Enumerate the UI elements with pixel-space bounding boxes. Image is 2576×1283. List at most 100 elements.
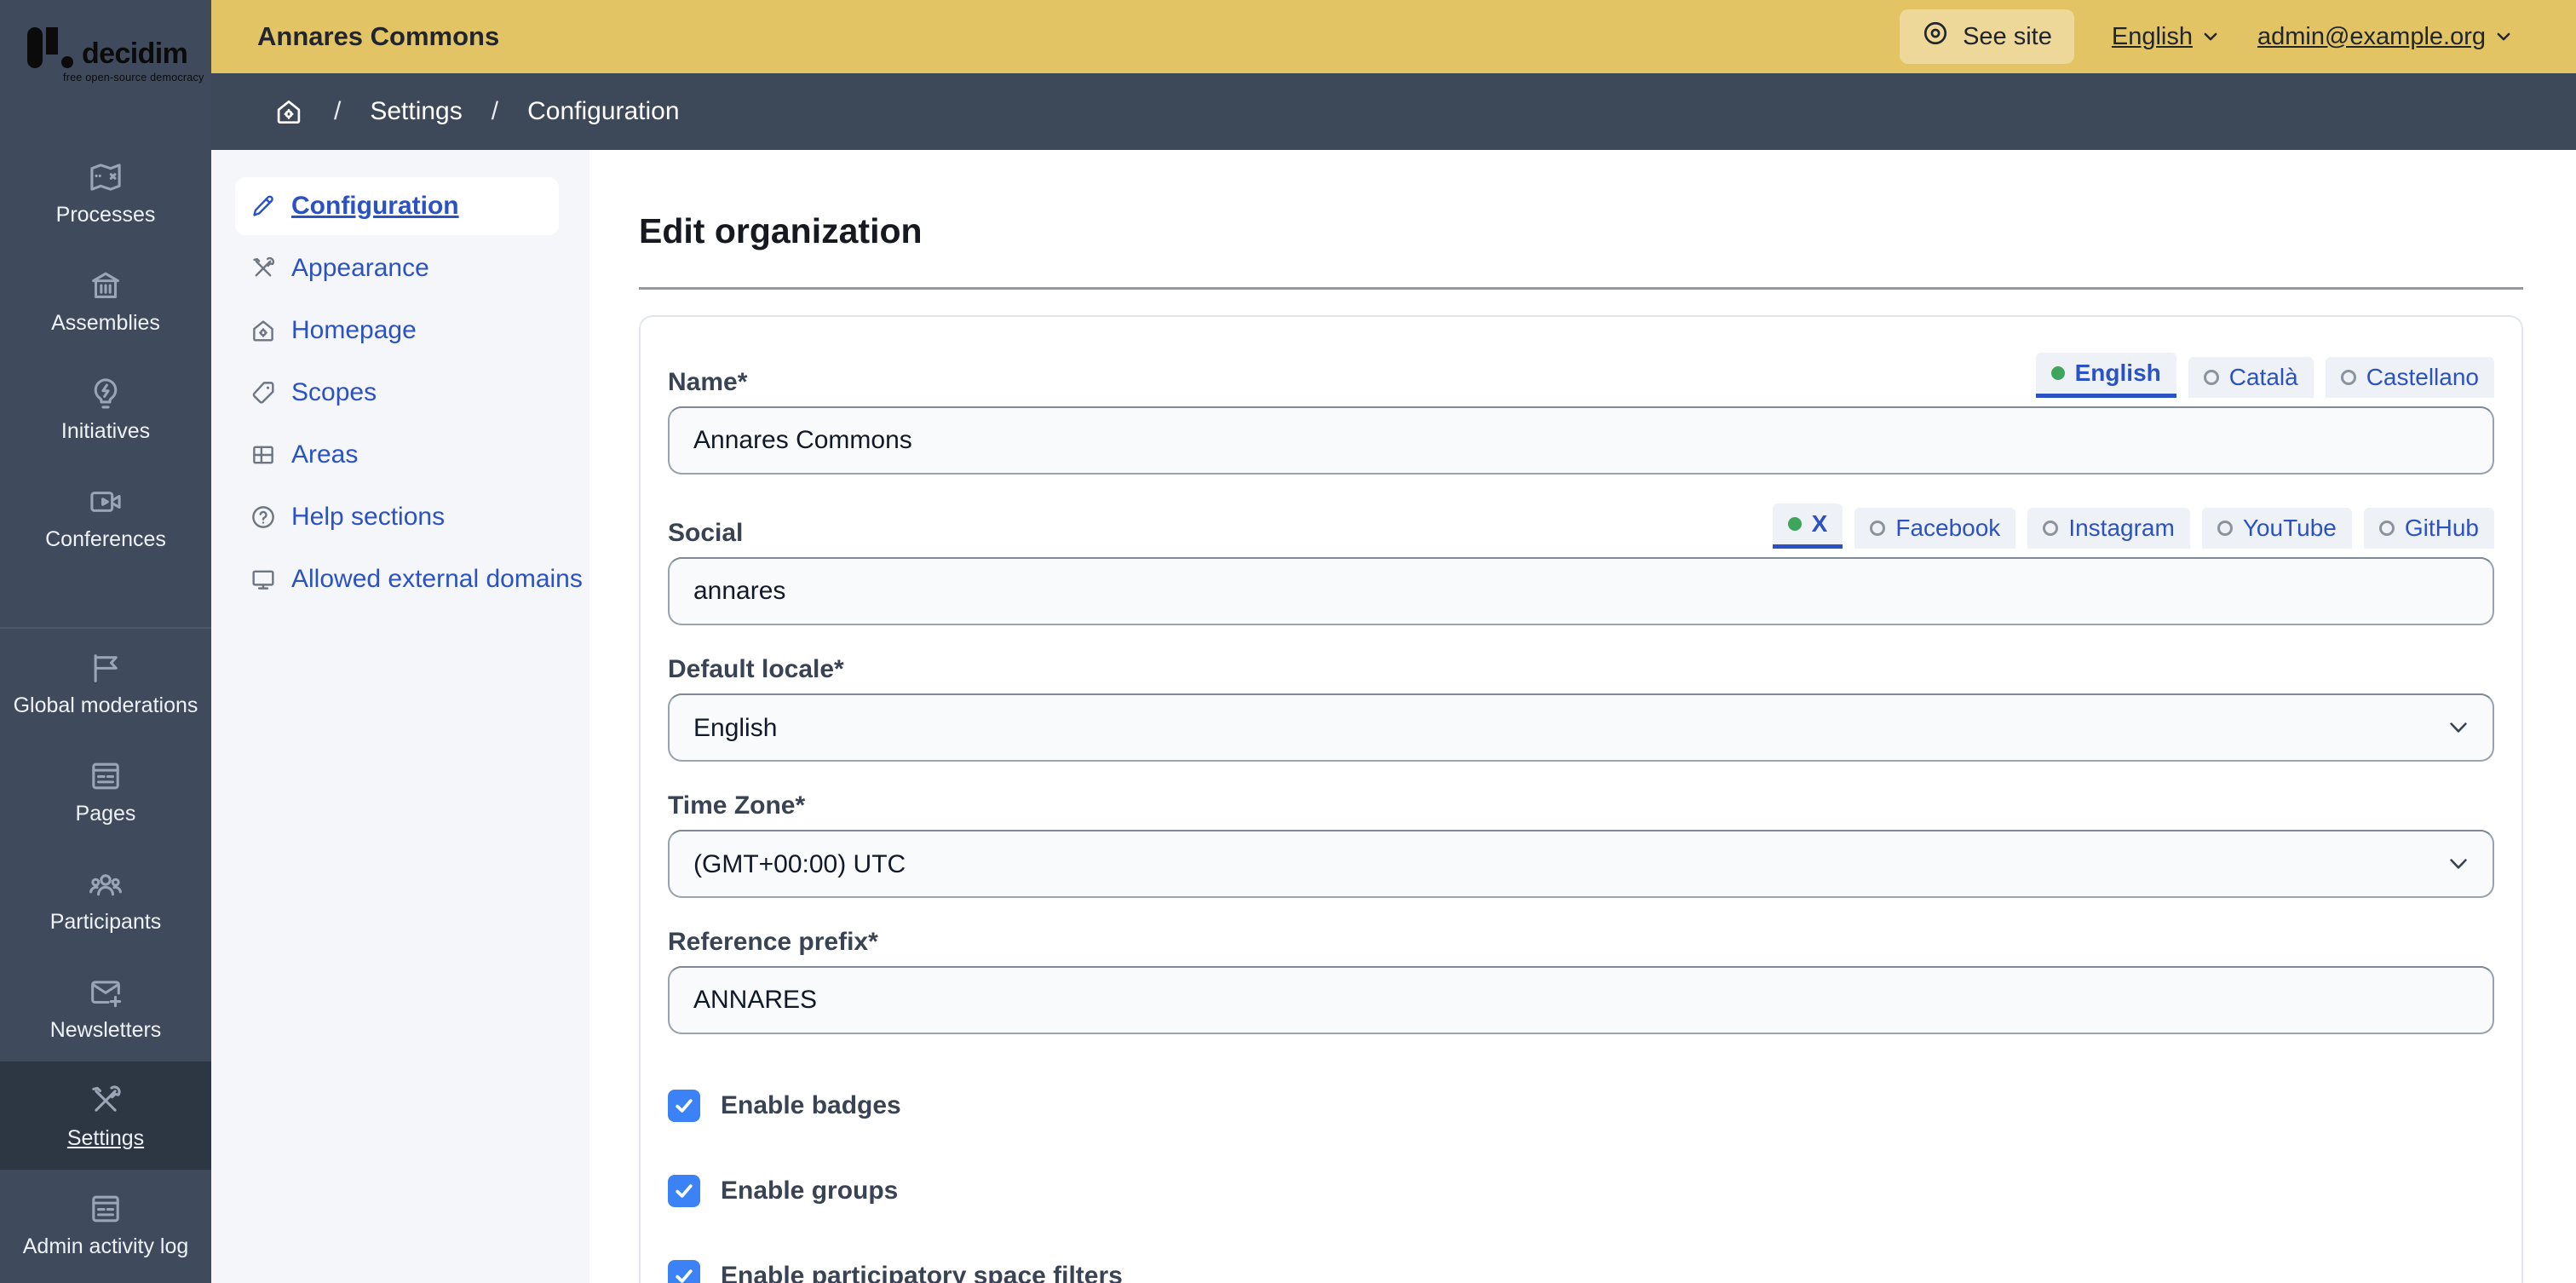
subnav-item-help-sections[interactable]: Help sections xyxy=(235,488,559,546)
topbar: Annares Commons See site English admin@e… xyxy=(211,0,2576,73)
logo-brand: decidim xyxy=(82,37,188,70)
home-gear-icon xyxy=(249,316,278,345)
social-label: Social xyxy=(668,519,744,547)
main-sidebar: decidim free open-source democracy Proce… xyxy=(0,0,211,1283)
decidim-logo-glyph xyxy=(27,27,73,68)
reference-prefix-label: Reference prefix* xyxy=(668,928,878,956)
untranslated-circle-icon xyxy=(2340,370,2356,385)
breadcrumb: / Settings / Configuration xyxy=(211,73,2576,150)
translated-dot-icon xyxy=(2050,366,2065,380)
sidebar-item-global-moderations[interactable]: Global moderations xyxy=(0,629,211,737)
lightbulb-icon xyxy=(86,374,125,413)
subnav-item-areas[interactable]: Areas xyxy=(235,426,559,484)
tab-social-x[interactable]: X xyxy=(1772,503,1843,549)
page-icon xyxy=(86,1189,125,1228)
tab-language-catala[interactable]: Català xyxy=(2188,357,2314,398)
enable-participatory-space-filters-row: Enable participatory space filters xyxy=(668,1259,2494,1283)
empty-circle-icon xyxy=(2378,521,2395,536)
time-zone-select[interactable]: (GMT+00:00) UTC xyxy=(668,830,2494,898)
account-menu[interactable]: admin@example.org xyxy=(2257,23,2513,51)
empty-circle-icon xyxy=(1870,521,1886,536)
map-icon xyxy=(86,158,125,197)
see-site-button[interactable]: See site xyxy=(1900,9,2074,64)
untranslated-circle-icon xyxy=(2203,370,2219,385)
empty-circle-icon xyxy=(2043,521,2059,536)
enable-groups-checkbox[interactable] xyxy=(668,1175,700,1207)
main-content: Edit organization Name* English xyxy=(589,150,2576,1283)
sidebar-item-processes[interactable]: Processes xyxy=(0,138,211,246)
enable-participatory-space-filters-checkbox[interactable] xyxy=(668,1260,700,1283)
tab-social-instagram[interactable]: Instagram xyxy=(2027,508,2190,549)
tab-language-english[interactable]: English xyxy=(2035,353,2176,398)
home-icon[interactable] xyxy=(273,95,305,128)
tag-icon xyxy=(249,378,278,407)
sidebar-item-newsletters[interactable]: Newsletters xyxy=(0,953,211,1061)
sidebar-item-pages[interactable]: Pages xyxy=(0,737,211,845)
filled-dot-icon xyxy=(1787,517,1802,531)
default-locale-field-group: Default locale* English xyxy=(668,654,2494,762)
tools-icon xyxy=(249,254,278,283)
settings-subnav: Configuration Appearance Homepage xyxy=(211,150,589,1283)
right-pane: Annares Commons See site English admin@e… xyxy=(211,0,2576,1283)
breadcrumb-configuration[interactable]: Configuration xyxy=(527,97,680,125)
subnav-item-scopes[interactable]: Scopes xyxy=(235,364,559,422)
page-icon xyxy=(86,757,125,796)
breadcrumb-separator: / xyxy=(491,97,499,125)
social-network-tabs: X Facebook Instagram xyxy=(1761,503,2494,549)
language-menu[interactable]: English xyxy=(2112,23,2220,51)
default-locale-select[interactable]: English xyxy=(668,693,2494,762)
name-field-group: Name* English Català xyxy=(668,353,2494,475)
name-input[interactable] xyxy=(668,406,2494,475)
eye-icon xyxy=(1922,20,1949,54)
logo-tagline: free open-source democracy xyxy=(63,72,204,83)
sidebar-divider xyxy=(0,627,211,629)
empty-circle-icon xyxy=(2217,521,2233,536)
breadcrumb-settings[interactable]: Settings xyxy=(370,97,463,125)
social-field-group: Social X Facebook xyxy=(668,503,2494,625)
name-language-tabs: English Català Castellano xyxy=(2024,353,2494,398)
flag-icon xyxy=(86,648,125,688)
tab-social-github[interactable]: GitHub xyxy=(2363,508,2494,549)
name-label: Name* xyxy=(668,368,748,396)
grid-icon xyxy=(249,440,278,469)
tab-language-castellano[interactable]: Castellano xyxy=(2325,357,2494,398)
enable-badges-checkbox[interactable] xyxy=(668,1090,700,1122)
enable-badges-row: Enable badges xyxy=(668,1089,2494,1123)
tab-social-facebook[interactable]: Facebook xyxy=(1854,508,2016,549)
title-divider xyxy=(639,287,2523,290)
social-input[interactable] xyxy=(668,557,2494,625)
edit-organization-card: Name* English Català xyxy=(639,315,2523,1283)
sidebar-item-settings[interactable]: Settings xyxy=(0,1061,211,1170)
decidim-logo[interactable]: decidim free open-source democracy xyxy=(0,0,211,138)
sidebar-group-spaces: Processes Assemblies Initiatives Confere… xyxy=(0,138,211,571)
sidebar-item-participants[interactable]: Participants xyxy=(0,845,211,953)
bank-icon xyxy=(86,266,125,305)
monitor-icon xyxy=(249,565,278,594)
sidebar-item-initiatives[interactable]: Initiatives xyxy=(0,354,211,463)
subnav-item-appearance[interactable]: Appearance xyxy=(235,239,559,297)
feature-toggles: Enable badges Enable groups xyxy=(668,1089,2494,1283)
sidebar-item-assemblies[interactable]: Assemblies xyxy=(0,246,211,354)
team-icon xyxy=(86,865,125,904)
reference-prefix-input[interactable] xyxy=(668,966,2494,1034)
question-circle-icon xyxy=(249,503,278,532)
sidebar-item-conferences[interactable]: Conferences xyxy=(0,463,211,571)
sidebar-group-admin: Global moderations Pages Participants Ne… xyxy=(0,629,211,1278)
page-title: Edit organization xyxy=(639,211,923,250)
time-zone-label: Time Zone* xyxy=(668,791,806,820)
pencil-icon xyxy=(249,192,278,221)
default-locale-label: Default locale* xyxy=(668,655,844,683)
tab-social-youtube[interactable]: YouTube xyxy=(2201,508,2352,549)
time-zone-field-group: Time Zone* (GMT+00:00) UTC xyxy=(668,791,2494,898)
subnav-item-allowed-external-domains[interactable]: Allowed external domains xyxy=(235,550,583,608)
subnav-item-homepage[interactable]: Homepage xyxy=(235,302,559,360)
subnav-item-configuration[interactable]: Configuration xyxy=(235,177,559,235)
enable-groups-row: Enable groups xyxy=(668,1174,2494,1208)
tools-icon xyxy=(86,1081,125,1120)
organization-title: Annares Commons xyxy=(257,21,500,51)
sidebar-item-admin-activity-log[interactable]: Admin activity log xyxy=(0,1170,211,1278)
breadcrumb-separator: / xyxy=(334,97,342,125)
video-camera-icon xyxy=(86,482,125,521)
mail-add-icon xyxy=(86,973,125,1012)
